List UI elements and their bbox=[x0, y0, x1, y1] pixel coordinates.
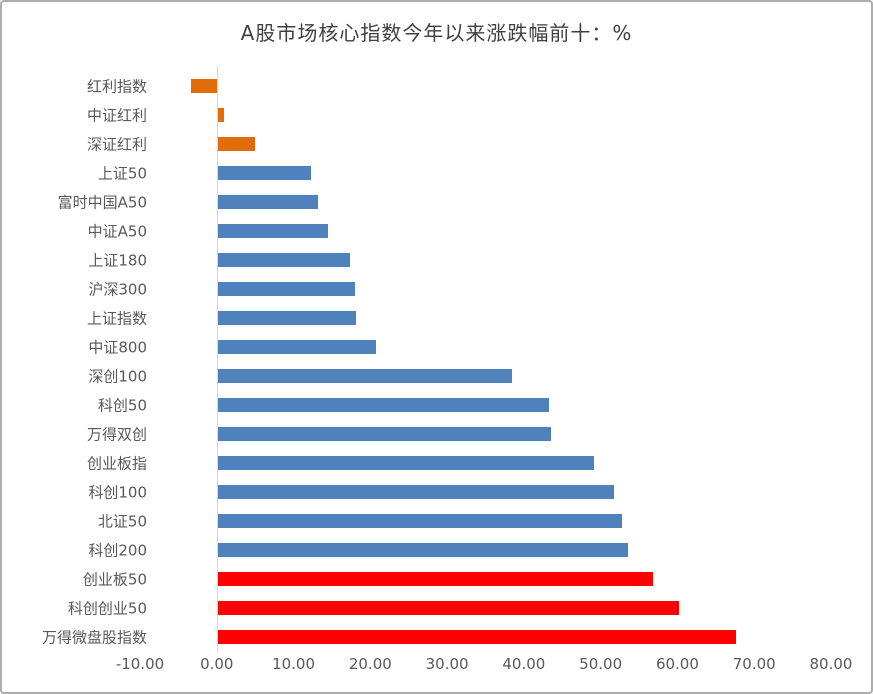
bar-rows: 红利指数中证红利深证红利上证50 富时中国A50 中证A50 上证180 沪深300 上证… bbox=[2, 72, 871, 652]
bar-track bbox=[140, 246, 831, 275]
x-axis-tick-label: 40.00 bbox=[502, 655, 546, 673]
bar-row: 红利指数 bbox=[2, 72, 871, 101]
bar-row: 上证50 bbox=[2, 159, 871, 188]
category-label: 科创200 bbox=[88, 541, 147, 560]
bar[interactable] bbox=[216, 311, 356, 326]
x-axis-tick-label: 10.00 bbox=[272, 655, 316, 673]
bar-row: 中证红利 bbox=[2, 101, 871, 130]
bar-row: 上证180 bbox=[2, 246, 871, 275]
bar-track bbox=[140, 390, 831, 419]
bar-row: 科创50 bbox=[2, 390, 871, 419]
bar-row: 创业板指 bbox=[2, 448, 871, 477]
bar[interactable] bbox=[216, 571, 653, 586]
bar[interactable] bbox=[216, 600, 679, 615]
bar-row: 北证50 bbox=[2, 506, 871, 535]
bar-row: 上证指数 bbox=[2, 304, 871, 333]
x-axis-tick-label: 0.00 bbox=[200, 655, 234, 673]
bar-track bbox=[140, 593, 831, 622]
bar[interactable] bbox=[216, 166, 312, 181]
bar-track bbox=[140, 217, 831, 246]
x-axis-tick-label: -10.00 bbox=[115, 655, 165, 673]
bar-row: 创业板50 bbox=[2, 564, 871, 593]
category-label: 科创创业50 bbox=[67, 599, 147, 618]
x-axis-tick-label: 30.00 bbox=[425, 655, 469, 673]
bar-track bbox=[140, 304, 831, 333]
x-axis-tick-label: 80.00 bbox=[809, 655, 853, 673]
bar-track bbox=[140, 622, 831, 651]
bar-row: 科创200 bbox=[2, 535, 871, 564]
bar-track bbox=[140, 419, 831, 448]
bar-row: 中证A50 bbox=[2, 217, 871, 246]
category-label: 中证红利 bbox=[86, 106, 147, 125]
bar-track bbox=[140, 333, 831, 362]
bar[interactable] bbox=[216, 513, 623, 528]
category-label: 红利指数 bbox=[86, 77, 147, 96]
category-label: 深证红利 bbox=[86, 135, 147, 154]
category-label: 深创100 bbox=[88, 367, 147, 386]
bar-row: 沪深300 bbox=[2, 275, 871, 304]
bar[interactable] bbox=[216, 137, 256, 152]
category-label: 上证指数 bbox=[86, 309, 147, 328]
bar-track bbox=[140, 564, 831, 593]
x-axis-tick-label: 70.00 bbox=[732, 655, 776, 673]
category-label: 北证50 bbox=[97, 512, 147, 531]
bar[interactable] bbox=[216, 108, 224, 123]
bar-track bbox=[140, 535, 831, 564]
bar[interactable] bbox=[216, 340, 376, 355]
bar[interactable] bbox=[216, 224, 329, 239]
category-label: 创业板50 bbox=[82, 570, 147, 589]
bar[interactable] bbox=[191, 79, 217, 94]
category-label: 万得微盘股指数 bbox=[41, 628, 147, 647]
bar[interactable] bbox=[216, 629, 736, 644]
bar-track bbox=[140, 362, 831, 391]
bar-row: 深证红利 bbox=[2, 130, 871, 159]
bar[interactable] bbox=[216, 484, 615, 499]
bar-row: 万得微盘股指数 bbox=[2, 622, 871, 651]
bar-track bbox=[140, 506, 831, 535]
category-label: 科创100 bbox=[88, 483, 147, 502]
bar-row: 富时中国A50 bbox=[2, 188, 871, 217]
category-label: 上证50 bbox=[97, 164, 147, 183]
category-label: 富时中国A50 bbox=[57, 193, 147, 212]
bar-row: 深创100 bbox=[2, 362, 871, 391]
bar-row: 中证800 bbox=[2, 333, 871, 362]
bar-track bbox=[140, 101, 831, 130]
bar-track bbox=[140, 72, 831, 101]
bar-track bbox=[140, 448, 831, 477]
category-label: 中证A50 bbox=[87, 222, 147, 241]
bar[interactable] bbox=[216, 455, 594, 470]
bar-row: 科创100 bbox=[2, 477, 871, 506]
x-axis-tick-label: 50.00 bbox=[579, 655, 623, 673]
bar[interactable] bbox=[216, 282, 355, 297]
category-label: 万得双创 bbox=[86, 425, 147, 444]
bar-track bbox=[140, 130, 831, 159]
bar[interactable] bbox=[216, 368, 513, 383]
x-axis-tick-label: 60.00 bbox=[655, 655, 699, 673]
bar[interactable] bbox=[216, 426, 551, 441]
bar-track bbox=[140, 275, 831, 304]
bar[interactable] bbox=[216, 253, 350, 268]
bar[interactable] bbox=[216, 542, 628, 557]
bar-row: 科创创业50 bbox=[2, 593, 871, 622]
bar-track bbox=[140, 477, 831, 506]
category-label: 中证800 bbox=[88, 338, 147, 357]
category-label: 创业板指 bbox=[86, 454, 147, 473]
chart-title: A股市场核心指数今年以来涨跌幅前十：% bbox=[240, 21, 633, 45]
category-label: 沪深300 bbox=[88, 280, 147, 299]
category-label: 上证180 bbox=[88, 251, 147, 270]
bar[interactable] bbox=[216, 397, 550, 412]
bar[interactable] bbox=[216, 195, 319, 210]
zero-axis-line bbox=[216, 66, 218, 652]
bar-track bbox=[140, 188, 831, 217]
bar-row: 万得双创 bbox=[2, 419, 871, 448]
bar-track bbox=[140, 159, 831, 188]
x-axis-tick-label: 20.00 bbox=[348, 655, 392, 673]
x-axis-ticks: -10.00 0.00 10.00 20.00 30.00 40.00 50.00 60.00… bbox=[2, 655, 871, 675]
category-label: 科创50 bbox=[97, 396, 147, 415]
